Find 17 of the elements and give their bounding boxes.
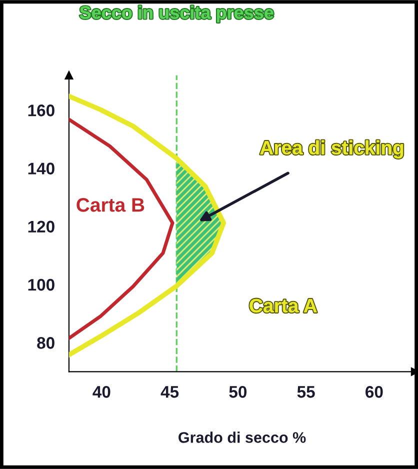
y-tick-label: 120 bbox=[28, 220, 54, 233]
x-tick-label: 40 bbox=[92, 386, 110, 398]
x-tick-label: 55 bbox=[297, 386, 315, 398]
y-tick-label: 80 bbox=[37, 337, 54, 349]
series-label: Carta B bbox=[76, 198, 144, 212]
x-tick-label: 45 bbox=[160, 386, 179, 398]
ref-line-label: Secco in uscita presse bbox=[80, 6, 274, 22]
line-series bbox=[68, 118, 174, 340]
annotation: Area di sticking bbox=[260, 140, 404, 158]
y-tick-label: 140 bbox=[28, 162, 54, 174]
line-series bbox=[68, 94, 226, 358]
y-tick-label: 100 bbox=[28, 278, 54, 291]
x-tick-label: 50 bbox=[229, 386, 247, 398]
y-tick-label: 160 bbox=[28, 104, 54, 116]
x-axis-title: Grado di secco % bbox=[178, 432, 306, 443]
text: Carta A bbox=[250, 298, 317, 313]
x-tick-label: 60 bbox=[366, 386, 383, 398]
